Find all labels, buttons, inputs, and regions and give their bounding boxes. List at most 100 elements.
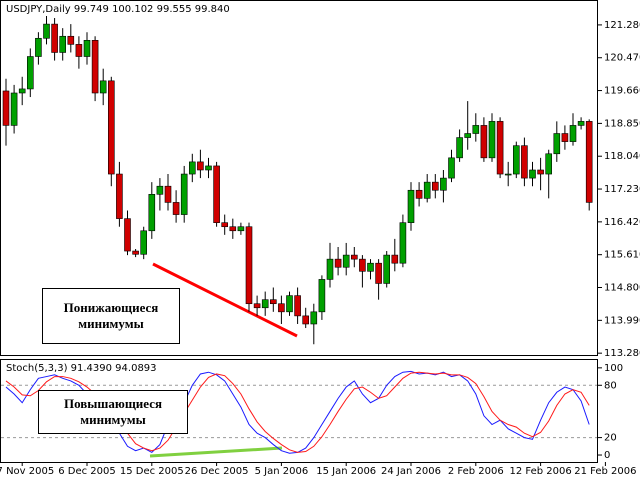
- y-tick-label: 113.990: [604, 315, 640, 326]
- candle-body: [67, 35, 75, 45]
- candle-body: [496, 121, 504, 175]
- x-tick-label: 15 Dec 2005: [120, 466, 184, 477]
- chart-title: USDJPY,Daily 99.749 100.102 99.555 99.84…: [6, 4, 230, 15]
- candle-body: [132, 250, 139, 255]
- candle-body: [512, 145, 520, 175]
- x-tick-label: 5 Jan 2006: [255, 466, 309, 477]
- x-tick-label: 21 Feb 2006: [574, 466, 636, 477]
- candle-body: [180, 173, 188, 215]
- candle-body: [75, 44, 83, 57]
- candle-body: [561, 133, 569, 142]
- x-tick-label: 26 Dec 2005: [185, 466, 249, 477]
- trend-line: [152, 262, 298, 338]
- y-tick-label: 121.280: [604, 20, 640, 31]
- candle-body: [83, 40, 91, 57]
- candle-body: [18, 88, 26, 94]
- candle-body: [10, 92, 18, 126]
- y-tick-label: 0: [604, 450, 610, 461]
- candle-body: [415, 189, 423, 199]
- candle-body: [205, 165, 212, 171]
- candle-body: [326, 258, 334, 280]
- y-tick-label: 120.470: [604, 53, 640, 64]
- candle-body: [529, 169, 536, 179]
- candle-body: [261, 299, 269, 309]
- x-tick-label: 24 Jan 2006: [381, 466, 441, 477]
- candle-body: [189, 161, 196, 175]
- candle-body: [253, 303, 261, 309]
- candle-body: [156, 185, 164, 195]
- candle-body: [350, 254, 358, 260]
- candle-body: [407, 189, 415, 223]
- candle-body: [577, 121, 585, 126]
- candle-body: [464, 133, 472, 138]
- candle-body: [59, 35, 67, 53]
- price-pane: [0, 0, 598, 356]
- candle-body: [140, 230, 147, 255]
- candle-body: [302, 315, 310, 325]
- candle-body: [229, 226, 237, 232]
- candle-body: [504, 173, 512, 176]
- annotation: Понижающиеся минимумы: [42, 288, 180, 344]
- candle-body: [164, 185, 172, 203]
- candle-body: [51, 23, 58, 53]
- candle-body: [318, 279, 326, 313]
- candle-body: [399, 222, 407, 264]
- candle-body: [553, 133, 561, 155]
- candle-body: [375, 262, 382, 284]
- y-tick-label: 115.610: [604, 250, 640, 261]
- candle-body: [359, 258, 366, 272]
- y-tick-label: 117.230: [604, 184, 640, 195]
- stoch-title: Stoch(5,3,3) 91.4390 94.0893: [6, 363, 157, 374]
- candle-body: [221, 222, 228, 228]
- candle-body: [91, 40, 99, 94]
- candle-body: [585, 121, 593, 203]
- y-tick-label: 80: [604, 380, 617, 391]
- x-tick-label: 6 Dec 2005: [58, 466, 116, 477]
- candle-body: [294, 295, 301, 317]
- annotation: Повышающиеся минимумы: [38, 390, 188, 434]
- candle-body: [310, 311, 318, 325]
- candle-body: [35, 37, 42, 57]
- candle-body: [456, 137, 463, 159]
- candle-body: [521, 145, 528, 179]
- candle-body: [278, 303, 285, 313]
- candle-body: [99, 80, 107, 94]
- candle-body: [334, 258, 342, 268]
- candle-body: [213, 165, 220, 223]
- candle-body: [237, 226, 245, 232]
- candle-body: [569, 125, 577, 142]
- candle-body: [480, 125, 488, 159]
- candle-body: [245, 226, 253, 305]
- y-tick-label: 119.660: [604, 86, 640, 97]
- candle-body: [440, 177, 447, 191]
- y-tick-label: 118.850: [604, 118, 640, 129]
- y-tick-label: 113.280: [604, 348, 640, 359]
- candle-body: [269, 299, 277, 305]
- candle-body: [391, 254, 399, 264]
- candle-body: [43, 23, 50, 39]
- candle-body: [367, 262, 374, 272]
- candle-body: [124, 218, 131, 252]
- y-tick-label: 116.420: [604, 217, 640, 228]
- candle-body: [2, 90, 10, 126]
- candle-body: [488, 121, 496, 159]
- trend-line: [149, 446, 283, 458]
- y-tick-label: 118.040: [604, 151, 640, 162]
- y-tick-label: 20: [604, 433, 617, 444]
- candle-body: [26, 56, 34, 90]
- candle-body: [431, 181, 439, 191]
- candle-body: [448, 157, 455, 179]
- candle-body: [537, 169, 544, 175]
- candle-body: [383, 254, 391, 284]
- y-tick-label: 114.800: [604, 283, 640, 294]
- x-tick-label: 2 Feb 2006: [448, 466, 504, 477]
- x-tick-label: 27 Nov 2005: [0, 466, 54, 477]
- candle-body: [423, 181, 431, 199]
- x-tick-label: 12 Feb 2006: [509, 466, 571, 477]
- candle-body: [342, 254, 350, 268]
- x-tick-label: 15 Jan 2006: [316, 466, 376, 477]
- candle-body: [108, 80, 115, 175]
- candle-body: [148, 194, 156, 232]
- candle-body: [286, 295, 293, 313]
